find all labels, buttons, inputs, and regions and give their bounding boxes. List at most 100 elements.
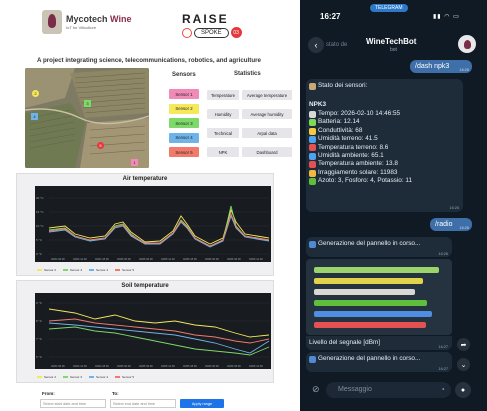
sensor-button-1[interactable]: Sensor 1 xyxy=(169,89,199,99)
message-time: 16:27 xyxy=(438,367,448,371)
x-tick-label: 02/06 00:00 xyxy=(205,364,219,368)
sensor-reading: Tempo: 2026-02-10 14:46:55 xyxy=(318,110,401,117)
y-tick-label: 0 °C xyxy=(36,252,43,256)
stat-button-average-temperature[interactable]: Average temperature xyxy=(242,90,292,100)
stat-button-average-humidity[interactable]: Average humidity xyxy=(242,109,292,119)
stat-button-npk[interactable]: NPK xyxy=(207,147,239,157)
stat-button-humidity[interactable]: Humidity xyxy=(207,109,239,119)
end-date-input[interactable]: Select end date and time xyxy=(110,399,176,408)
x-tick-label: 02/05 00:00 xyxy=(117,257,131,261)
x-tick-label: 02/06 12:00 xyxy=(249,364,263,368)
air-temperature-legend: Sensor 2 Sensor 3 Sensor 4 Sensor 5 xyxy=(37,268,134,272)
dashboard-screenshot: Mycotech Wine IoT for Viticulture RAISE … xyxy=(0,0,298,411)
soil-series-sensor-4 xyxy=(48,322,270,354)
message-time: 16:26 xyxy=(459,226,469,230)
map-marker-sensor-2[interactable]: 2 xyxy=(32,90,39,97)
chat-header: ‹ stato de WineTechBot bot xyxy=(300,30,487,60)
x-tick-label: 02/04 12:00 xyxy=(73,364,87,368)
x-tick-label: 02/04 06:00 xyxy=(51,364,65,368)
thermometer-icon xyxy=(309,161,316,169)
signal-level-label: Livello del segnale [dBm] xyxy=(309,339,381,346)
message-placeholder: Messaggio xyxy=(338,386,372,393)
device-id: NPK3 xyxy=(309,101,327,108)
stat-button-arpal-data[interactable]: Arpal data xyxy=(242,128,292,138)
map-marker-sensor-1[interactable]: 1 xyxy=(131,159,138,166)
air-series-sensor-4 xyxy=(48,214,270,248)
legend-item[interactable]: Sensor 3 xyxy=(63,268,82,272)
apply-range-button[interactable]: Apply range xyxy=(180,399,224,408)
legend-item[interactable]: Sensor 3 xyxy=(63,375,82,379)
microphone-button[interactable]: ● xyxy=(455,382,471,398)
forward-button[interactable]: ➦ xyxy=(457,338,470,351)
sensor-button-4[interactable]: Sensor 4 xyxy=(169,132,199,143)
legend-item[interactable]: Sensor 5 xyxy=(115,375,134,379)
droplet-icon xyxy=(309,135,316,143)
soil-temperature-chart: 9 °C 8 °C 7 °C 6 °C 02/04 06:00 02/04 12:00 0… xyxy=(36,301,270,368)
chart-icon xyxy=(309,355,316,363)
sticker-icon[interactable]: ◔ xyxy=(440,385,445,394)
x-tick-label: 02/04 18:00 xyxy=(95,257,109,261)
x-tick-label: 02/06 00:00 xyxy=(205,257,219,261)
map-marker-sensor-3[interactable]: 3 xyxy=(84,100,91,107)
x-tick-label: 02/05 00:00 xyxy=(117,364,131,368)
project-tagline: A project integrating science, telecommu… xyxy=(37,57,261,64)
y-tick-label: 6 °C xyxy=(36,355,43,359)
message-input-bar: ⊘ Messaggio ◔ ● xyxy=(300,378,487,411)
stat-button-temperature[interactable]: Temperature xyxy=(207,90,239,100)
x-tick-label: 02/04 18:00 xyxy=(95,364,109,368)
stat-button-dashboard[interactable]: Dashboard xyxy=(242,147,292,157)
raise-ring-icon xyxy=(182,27,192,38)
x-tick-label: 02/05 12:00 xyxy=(161,257,175,261)
start-date-input[interactable]: Select start date and time xyxy=(40,399,106,408)
sensor-reading: Temperatura terreno: 8.6 xyxy=(318,143,389,151)
clock-icon xyxy=(309,110,316,118)
legend-item[interactable]: Sensor 5 xyxy=(115,268,134,272)
sensor-reading-row: Azoto: 3, Fosforo: 4, Potassio: 11 xyxy=(309,177,412,185)
generating-text: Generazione del pannello in corso... xyxy=(318,355,421,362)
air-temperature-plot[interactable]: 20 °C 15 °C 10 °C 5 °C 0 °C 02/04 06:00 02/04… xyxy=(35,186,271,262)
bot-name[interactable]: WineTechBot xyxy=(366,37,417,46)
x-tick-label: 02/04 06:00 xyxy=(51,257,65,261)
share-arrow-icon: ➦ xyxy=(460,341,467,349)
back-button[interactable]: ‹ xyxy=(308,37,324,53)
scroll-down-button[interactable]: ⌄ xyxy=(457,358,470,371)
chevron-left-icon: ‹ xyxy=(314,40,318,50)
legend-item[interactable]: Sensor 4 xyxy=(89,268,108,272)
map-marker-sensor-5[interactable]: 5 xyxy=(97,142,104,149)
legend-item[interactable]: Sensor 2 xyxy=(37,375,56,379)
sensor-button-3[interactable]: Sensor 3 xyxy=(169,118,199,129)
x-tick-label: 02/06 06:00 xyxy=(227,257,241,261)
telegram-pill-label: TELEGRAM xyxy=(375,5,403,11)
signal-bar xyxy=(314,278,424,284)
stat-button-technical[interactable]: Technical xyxy=(207,128,239,138)
leaf-icon xyxy=(309,177,316,185)
phone-status-bar: 16:27 TELEGRAM ▮▮ ◠ ▭ xyxy=(300,0,487,21)
generating-panel-message[interactable]: Generazione del pannello in corso... 16:… xyxy=(306,237,452,257)
raise-spoke-number: 03 xyxy=(230,27,242,38)
vineyard-map[interactable]: 2 3 4 5 1 xyxy=(25,68,149,168)
droplet-icon xyxy=(309,152,316,160)
sensor-button-2[interactable]: Sensor 2 xyxy=(169,103,199,114)
soil-series-sensor-2 xyxy=(48,308,270,338)
legend-item[interactable]: Sensor 4 xyxy=(89,375,108,379)
sensor-reading: Batteria: 12.14 xyxy=(318,118,360,126)
message-input[interactable]: Messaggio ◔ xyxy=(326,382,451,398)
attach-paperclip-icon[interactable]: ⊘ xyxy=(312,384,320,394)
x-tick-label: 02/06 06:00 xyxy=(227,364,241,368)
sensor-button-5[interactable]: Sensor 5 xyxy=(169,147,199,158)
soil-temperature-plot[interactable]: 9 °C 8 °C 7 °C 6 °C 02/04 06:00 02/04 12:00 0… xyxy=(35,293,271,369)
signal-level-chart-image[interactable] xyxy=(306,259,452,335)
bot-avatar[interactable] xyxy=(458,35,476,53)
sensor-reading-row: Irraggiamento solare: 11983 xyxy=(309,169,412,177)
generating-panel-message-2[interactable]: Generazione del pannello in corso... 16:… xyxy=(306,352,452,372)
sensor-status-message[interactable]: Stato dei sensori: NPK3 Tempo: 2026-02-1… xyxy=(306,79,463,212)
raise-logo: RAISE SPOKE 03 xyxy=(182,12,244,38)
map-marker-sensor-4[interactable]: 4 xyxy=(31,113,38,120)
air-temperature-chart: 20 °C 15 °C 10 °C 5 °C 0 °C 02/04 06:00 02/04… xyxy=(36,196,270,261)
air-series-sensor-5 xyxy=(48,212,270,247)
battery-icon xyxy=(309,119,316,127)
command-text: /radio xyxy=(435,221,453,228)
command-message-radio[interactable]: /radio 16:26 xyxy=(430,218,472,231)
command-message-dash[interactable]: /dash npk3 16:26 xyxy=(410,60,472,73)
legend-item[interactable]: Sensor 2 xyxy=(37,268,56,272)
